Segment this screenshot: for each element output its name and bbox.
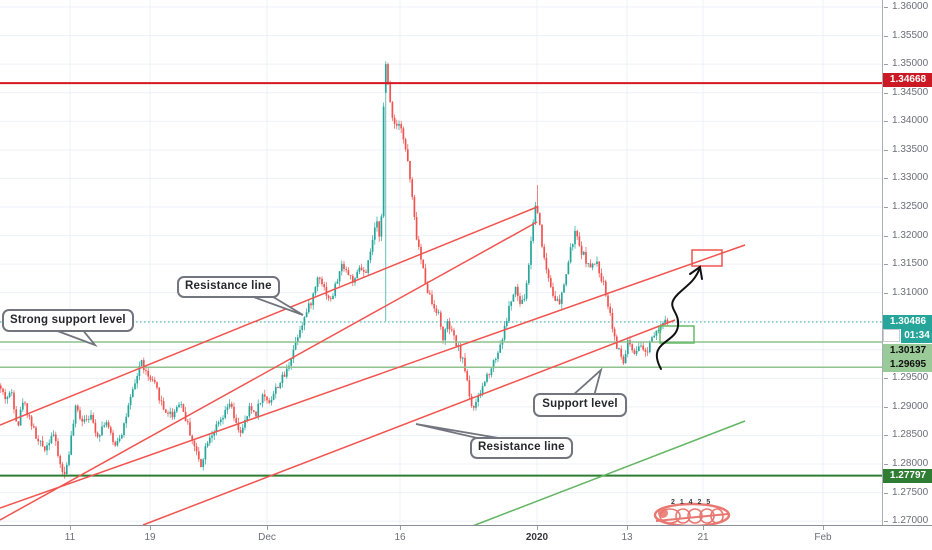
price-label-support-2: 1.29695 (883, 358, 932, 372)
arrow-curve (655, 269, 700, 370)
price-tick-label: 1.31500 (883, 258, 932, 270)
price-tick-label: 1.34500 (883, 87, 932, 99)
price-tick-label: 1.35000 (883, 58, 932, 70)
time-tick-label-16: 16 (394, 532, 406, 543)
green-trend-line[interactable] (469, 420, 746, 528)
time-axis[interactable]: 11 19 Dec 16 2020 13 21 Feb (0, 525, 932, 550)
callout-resistance-line-1[interactable]: Resistance line (177, 276, 280, 298)
time-tick-label-2020: 2020 (525, 532, 549, 543)
time-tick-mark (150, 526, 151, 530)
time-tick-mark (537, 526, 538, 530)
time-tick-mark (267, 526, 268, 530)
time-tick-mark (400, 526, 401, 530)
long-resistance-line[interactable] (0, 244, 746, 509)
callout-resistance-line-2[interactable]: Resistance line (470, 437, 573, 459)
price-tick-label: 1.32500 (883, 201, 932, 213)
price-tick-label: 1.29000 (883, 401, 932, 413)
price-tick-label: 1.35500 (883, 30, 932, 42)
arrow-head (689, 265, 703, 280)
price-tick-label: 1.31000 (883, 287, 932, 299)
watermark-digits: 2 1 4 2 5 (671, 499, 712, 506)
time-tick-label-11: 11 (64, 532, 76, 543)
price-tick-label: 1.34000 (883, 115, 932, 127)
price-tick-label: 1.33500 (883, 144, 932, 156)
price-tick-label: 1.32000 (883, 230, 932, 242)
channel-top-line[interactable] (0, 206, 538, 426)
horizontal-price-lines (0, 82, 882, 477)
watermark-stamp (653, 502, 731, 528)
gridlines (0, 0, 882, 525)
price-label-strong-support: 1.27797 (883, 469, 932, 483)
price-tick-label: 1.28000 (883, 458, 932, 470)
time-tick-mark (823, 526, 824, 530)
target-box[interactable] (691, 249, 723, 267)
countdown-label: 01:34 (883, 329, 932, 343)
trend-lines[interactable] (0, 206, 746, 528)
price-tick-label: 1.36000 (883, 1, 932, 13)
price-axis[interactable]: 1.36000 1.35500 1.35000 1.34500 1.34000 1.335… (882, 0, 932, 527)
price-label-resistance: 1.34668 (883, 73, 932, 87)
time-tick-mark (703, 526, 704, 530)
channel-bottom-line[interactable] (0, 221, 538, 521)
time-tick-mark (70, 526, 71, 530)
callout-support-level[interactable]: Support level (533, 393, 627, 417)
down-candle-bodies (0, 64, 669, 474)
callout-strong-support-level[interactable]: Strong support level (2, 309, 134, 332)
price-label-support-1: 1.30137 (883, 344, 932, 358)
time-tick-label-19: 19 (144, 532, 156, 543)
price-label-current: 1.30486 (883, 315, 932, 329)
price-tick-label: 1.33000 (883, 172, 932, 184)
resistance-line-lower[interactable] (142, 319, 676, 526)
time-tick-label-13: 13 (621, 532, 633, 543)
time-tick-label-feb: Feb (814, 532, 832, 543)
countdown-spacer (883, 329, 900, 342)
price-tick-label: 1.27000 (883, 515, 932, 527)
time-tick-mark (627, 526, 628, 530)
countdown-value: 01:34 (901, 329, 932, 343)
time-tick-label-dec: Dec (258, 532, 276, 543)
price-tick-label: 1.27500 (883, 487, 932, 499)
price-tick-label: 1.29500 (883, 372, 932, 384)
time-tick-label-21: 21 (697, 532, 709, 543)
projection-arrow[interactable] (655, 265, 703, 370)
price-tick-label: 1.28500 (883, 429, 932, 441)
callout-tails (51, 294, 603, 441)
